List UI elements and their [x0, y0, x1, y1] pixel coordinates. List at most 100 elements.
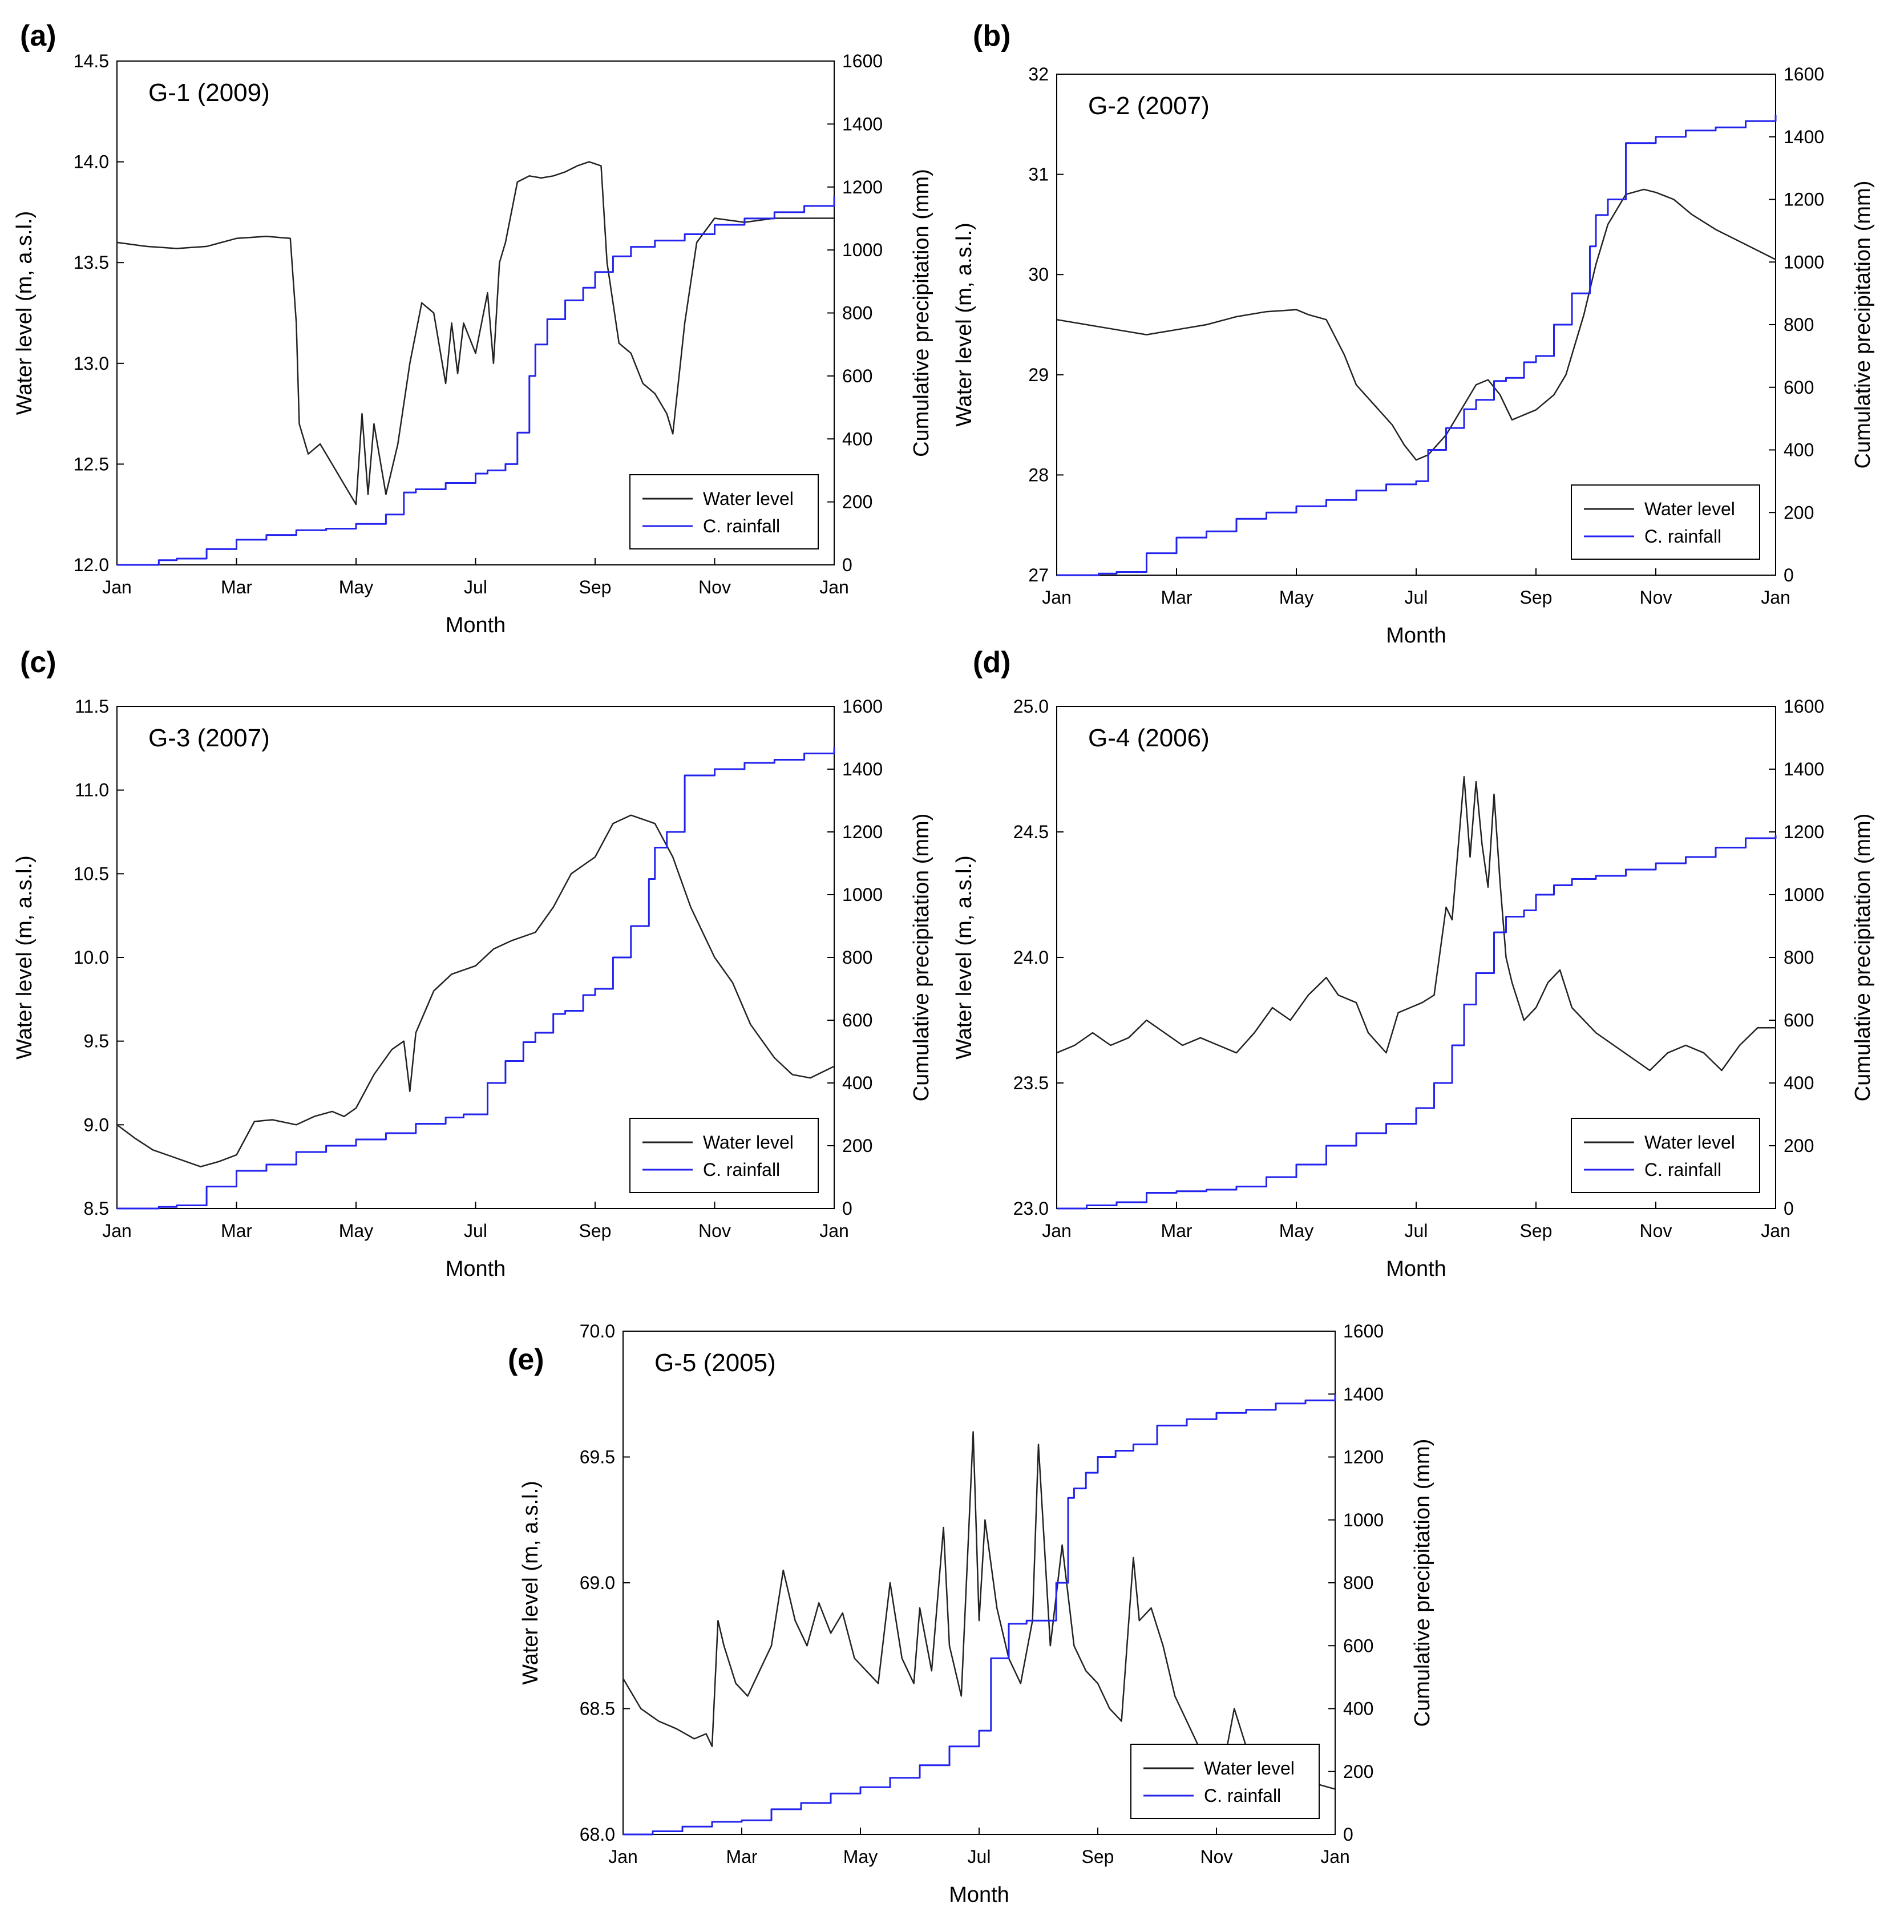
panel-d: (d)G-4 (2006)Jan Mar May Jul Sep Nov Jan23.023…	[952, 646, 1875, 1281]
rainfall-series-line	[1057, 115, 1777, 576]
y-tick-label: 9.5	[84, 1031, 109, 1052]
y-tick-label: 11.5	[75, 696, 109, 717]
y-tick-label: 12.5	[74, 454, 109, 474]
x-tick-label: May	[339, 1220, 373, 1241]
y2-tick-label: 600	[1343, 1635, 1373, 1656]
x-tick-label: Jan	[102, 577, 132, 597]
y2-tick-label: 200	[842, 492, 872, 512]
y2-tick-label: 1000	[1343, 1510, 1384, 1530]
panel-label: (d)	[973, 646, 1010, 679]
y-tick-label: 14.0	[74, 152, 109, 172]
y2-tick-label: 800	[1343, 1573, 1373, 1593]
legend-entry: Water level	[703, 488, 794, 509]
y2-axis-label: Cumulative precipitation (mm)	[909, 814, 933, 1102]
panel-a: (a)G-1 (2009)Jan Mar May Jul Sep Nov Jan12.012…	[13, 19, 933, 637]
plot-title: G-3 (2007)	[148, 724, 270, 752]
legend: Water level C. rainfall	[629, 474, 819, 549]
y2-tick-label: 1000	[842, 884, 883, 905]
x-tick-label: Mar	[221, 577, 252, 597]
x-axis-label: Month	[446, 613, 506, 637]
water-level-series-line	[1056, 188, 1776, 461]
y2-tick-label: 1600	[1343, 1321, 1384, 1341]
y-tick-label: 8.5	[84, 1198, 109, 1219]
water-level-series-line	[116, 161, 834, 506]
x-tick-label: Nov	[1640, 587, 1672, 608]
y-tick-label: 68.5	[580, 1699, 615, 1719]
y2-tick-label: 1200	[1784, 189, 1824, 210]
y-tick-label: 24.0	[1013, 947, 1049, 968]
y2-tick-label: 800	[1784, 947, 1814, 968]
y-tick-label: 24.5	[1013, 822, 1049, 842]
x-tick-label: Jan	[1042, 1220, 1072, 1241]
y-tick-label: 23.0	[1013, 1198, 1049, 1219]
x-tick-label: Mar	[221, 1220, 252, 1241]
y2-tick-label: 400	[1784, 1073, 1814, 1093]
y2-tick-label: 0	[842, 555, 852, 575]
y-axis-label: Water level (m, a.s.l.)	[952, 855, 976, 1060]
x-tick-label: Nov	[698, 1220, 731, 1241]
legend-box	[629, 474, 819, 549]
y2-tick-label: 600	[1784, 377, 1814, 398]
rainfall-series-line	[117, 747, 835, 1210]
panel-label: (b)	[973, 19, 1010, 52]
y-tick-label: 30	[1028, 264, 1049, 285]
x-tick-label: Mar	[1161, 1220, 1192, 1241]
y-tick-label: 23.5	[1013, 1073, 1049, 1093]
y-tick-label: 31	[1028, 164, 1049, 185]
y2-tick-label: 1200	[842, 177, 883, 197]
y2-tick-label: 0	[842, 1198, 852, 1219]
legend-entry: C. rainfall	[1644, 526, 1721, 547]
y2-tick-label: 1400	[842, 759, 883, 779]
rainfall-series-line	[623, 1394, 1336, 1836]
y2-axis-label: Cumulative precipitation (mm)	[1851, 181, 1875, 469]
legend: Water level C. rainfall	[1571, 1118, 1760, 1193]
y-tick-label: 70.0	[580, 1321, 615, 1341]
y2-tick-label: 200	[1784, 1135, 1814, 1156]
legend-entry: C. rainfall	[703, 1159, 780, 1180]
y-tick-label: 32	[1028, 64, 1049, 84]
plot-title: G-2 (2007)	[1088, 92, 1210, 120]
y-axis-label: Water level (m, a.s.l.)	[13, 211, 37, 415]
panel-label: (c)	[20, 646, 56, 679]
x-tick-label: Jan	[1761, 1220, 1790, 1241]
y2-tick-label: 200	[1784, 502, 1814, 523]
y-tick-label: 69.0	[580, 1573, 615, 1593]
y-tick-label: 68.0	[580, 1824, 615, 1845]
y-tick-label: 14.5	[74, 51, 109, 71]
y2-tick-label: 800	[1784, 314, 1814, 335]
y2-tick-label: 1000	[842, 240, 883, 260]
y2-tick-label: 400	[842, 1073, 872, 1093]
x-tick-label: Sep	[579, 1220, 612, 1241]
panel-label: (a)	[20, 19, 56, 52]
y2-tick-label: 600	[1784, 1010, 1814, 1030]
y2-tick-label: 0	[1343, 1824, 1353, 1845]
x-tick-label: Jul	[464, 1220, 487, 1241]
y2-tick-label: 800	[842, 303, 872, 324]
rainfall-series-line	[117, 196, 835, 566]
plot-title: G-4 (2006)	[1088, 724, 1210, 752]
x-tick-label: Jul	[464, 577, 487, 597]
y-tick-label: 10.0	[74, 947, 109, 968]
y-tick-label: 28	[1028, 464, 1049, 485]
y2-tick-label: 0	[1784, 565, 1794, 585]
legend-entry: Water level	[703, 1132, 794, 1153]
x-tick-label: Jan	[819, 1220, 849, 1241]
rainfall-series-line	[1057, 835, 1777, 1210]
water-level-series-line	[116, 814, 835, 1167]
x-axis-label: Month	[949, 1883, 1009, 1907]
y2-axis-label: Cumulative precipitation (mm)	[909, 169, 933, 457]
legend-entry: Water level	[1644, 1132, 1735, 1153]
x-axis-label: Month	[1386, 1257, 1446, 1281]
legend-entry: Water level	[1644, 499, 1735, 519]
y2-tick-label: 1400	[1784, 127, 1824, 147]
y-axis-label: Water level (m, a.s.l.)	[519, 1481, 543, 1685]
y2-tick-label: 1400	[842, 114, 883, 134]
legend: Water level C. rainfall	[1571, 484, 1760, 560]
legend: Water level C. rainfall	[629, 1118, 819, 1193]
legend-entry: C. rainfall	[1644, 1159, 1721, 1180]
x-tick-label: Sep	[579, 577, 612, 597]
y2-tick-label: 1200	[842, 822, 883, 842]
y-tick-label: 69.5	[580, 1447, 615, 1468]
y2-tick-label: 1600	[1784, 64, 1824, 84]
